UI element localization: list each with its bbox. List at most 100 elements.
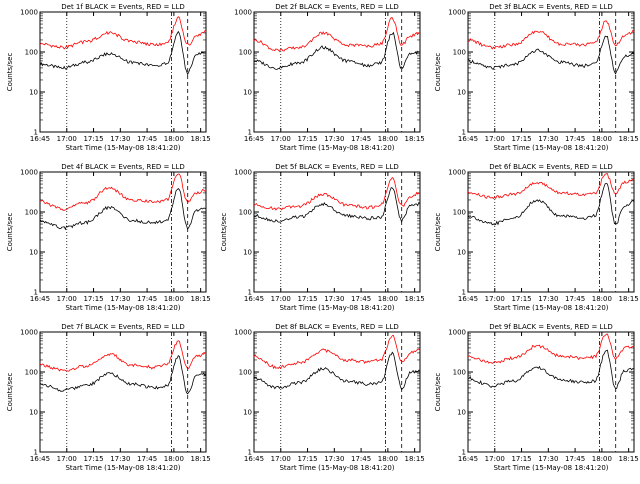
y-tick-label: 1000 bbox=[20, 329, 38, 337]
chart-panel-4: Det 4f BLACK = Events, RED = LLD 1 10 100 10… bbox=[6, 163, 211, 312]
chart-panel-1: Det 1f BLACK = Events, RED = LLD 1 10 100 10… bbox=[6, 3, 211, 152]
x-tick-label: 17:30 bbox=[538, 135, 558, 143]
x-tick-label: 17:30 bbox=[324, 135, 344, 143]
x-tick-label: 18:15 bbox=[619, 135, 639, 143]
y-tick-label: 1 bbox=[462, 129, 466, 137]
x-tick-label: 18:00 bbox=[378, 295, 398, 303]
x-tick-label: 16:45 bbox=[244, 135, 264, 143]
x-tick-label: 17:00 bbox=[271, 455, 291, 463]
x-tick-label: 18:15 bbox=[405, 135, 425, 143]
x-tick-label: 16:45 bbox=[30, 135, 50, 143]
x-tick-label: 18:00 bbox=[592, 295, 612, 303]
x-axis-label: Start Time (15-May-08 18:41:20) bbox=[493, 144, 608, 152]
y-tick-label: 1 bbox=[248, 449, 252, 457]
x-tick-label: 18:15 bbox=[191, 455, 211, 463]
x-axis-label: Start Time (15-May-08 18:41:20) bbox=[493, 464, 608, 472]
y-tick-label: 100 bbox=[453, 369, 466, 377]
x-tick-label: 18:00 bbox=[378, 135, 398, 143]
y-tick-label: 100 bbox=[239, 209, 252, 217]
x-tick-label: 17:30 bbox=[324, 455, 344, 463]
x-tick-label: 18:15 bbox=[405, 295, 425, 303]
x-tick-label: 17:15 bbox=[511, 295, 531, 303]
chart-panel-9: Det 9f BLACK = Events, RED = LLD 1 10 100 10… bbox=[434, 323, 639, 472]
x-tick-label: 18:15 bbox=[191, 135, 211, 143]
lld-series-line bbox=[467, 20, 635, 50]
y-tick-label: 10 bbox=[457, 249, 466, 257]
y-tick-label: 10 bbox=[29, 89, 38, 97]
x-tick-label: 17:45 bbox=[351, 455, 371, 463]
y-tick-label: 100 bbox=[453, 209, 466, 217]
y-axis-label: Counts/sec bbox=[6, 53, 14, 92]
x-tick-label: 17:15 bbox=[297, 135, 317, 143]
x-tick-label: 17:45 bbox=[137, 135, 157, 143]
y-tick-label: 10 bbox=[29, 409, 38, 417]
axes-frame bbox=[39, 11, 207, 133]
x-tick-label: 18:00 bbox=[164, 135, 184, 143]
y-tick-label: 10 bbox=[243, 249, 252, 257]
x-tick-label: 17:45 bbox=[351, 135, 371, 143]
axes-frame bbox=[253, 171, 421, 293]
x-tick-label: 17:45 bbox=[351, 295, 371, 303]
x-tick-label: 16:45 bbox=[244, 455, 264, 463]
x-axis-label: Start Time (15-May-08 18:41:20) bbox=[279, 464, 394, 472]
x-tick-label: 18:15 bbox=[405, 455, 425, 463]
x-axis-label: Start Time (15-May-08 18:41:20) bbox=[65, 144, 180, 152]
y-axis-label: Counts/sec bbox=[6, 213, 14, 252]
events-series-line bbox=[253, 31, 421, 70]
axes-frame bbox=[467, 11, 635, 133]
x-tick-label: 17:00 bbox=[57, 455, 77, 463]
chart-panel-3: Det 3f BLACK = Events, RED = LLD 1 10 100 10… bbox=[434, 3, 639, 152]
x-tick-label: 18:15 bbox=[619, 455, 639, 463]
x-tick-label: 17:00 bbox=[485, 455, 505, 463]
lld-series-line bbox=[467, 173, 635, 200]
x-tick-label: 18:00 bbox=[378, 455, 398, 463]
y-tick-label: 100 bbox=[453, 49, 466, 57]
x-tick-label: 17:00 bbox=[271, 295, 291, 303]
x-tick-label: 17:30 bbox=[110, 455, 130, 463]
x-tick-label: 17:45 bbox=[565, 135, 585, 143]
x-tick-label: 17:15 bbox=[83, 135, 103, 143]
axes-frame bbox=[253, 11, 421, 133]
y-tick-label: 10 bbox=[457, 409, 466, 417]
events-series-line bbox=[467, 349, 635, 389]
y-tick-label: 1 bbox=[34, 129, 38, 137]
y-tick-label: 10 bbox=[243, 409, 252, 417]
chart-title: Det 8f BLACK = Events, RED = LLD bbox=[275, 323, 398, 331]
y-tick-label: 1 bbox=[462, 449, 466, 457]
axes-frame bbox=[39, 171, 207, 293]
x-tick-label: 18:00 bbox=[164, 295, 184, 303]
events-series-line bbox=[39, 354, 207, 395]
events-series-line bbox=[39, 188, 207, 231]
x-tick-label: 17:15 bbox=[511, 135, 531, 143]
y-tick-label: 1000 bbox=[448, 329, 466, 337]
x-tick-label: 18:15 bbox=[619, 295, 639, 303]
x-tick-label: 16:45 bbox=[458, 455, 478, 463]
x-tick-label: 17:00 bbox=[485, 295, 505, 303]
lld-series-line bbox=[39, 340, 207, 372]
x-tick-label: 17:15 bbox=[297, 295, 317, 303]
x-tick-label: 17:15 bbox=[511, 455, 531, 463]
x-tick-label: 16:45 bbox=[30, 455, 50, 463]
x-tick-label: 17:45 bbox=[137, 295, 157, 303]
x-tick-label: 17:15 bbox=[297, 455, 317, 463]
x-tick-label: 17:45 bbox=[565, 295, 585, 303]
chart-title: Det 9f BLACK = Events, RED = LLD bbox=[489, 323, 612, 331]
y-tick-label: 100 bbox=[25, 209, 38, 217]
events-series-line bbox=[39, 30, 207, 76]
y-axis-label: Counts/sec bbox=[434, 373, 442, 412]
y-tick-label: 10 bbox=[457, 89, 466, 97]
x-tick-label: 18:00 bbox=[164, 455, 184, 463]
chart-panel-5: Det 5f BLACK = Events, RED = LLD 1 10 100 10… bbox=[220, 163, 425, 312]
x-tick-label: 18:00 bbox=[592, 135, 612, 143]
events-series-line bbox=[467, 182, 635, 226]
lld-series-line bbox=[39, 16, 207, 50]
lld-series-line bbox=[39, 173, 207, 211]
x-axis-label: Start Time (15-May-08 18:41:20) bbox=[279, 304, 394, 312]
x-tick-label: 17:00 bbox=[57, 135, 77, 143]
y-tick-label: 100 bbox=[239, 49, 252, 57]
x-tick-label: 16:45 bbox=[244, 295, 264, 303]
y-tick-label: 1 bbox=[34, 289, 38, 297]
chart-panel-8: Det 8f BLACK = Events, RED = LLD 1 10 100 10… bbox=[234, 323, 425, 472]
x-tick-label: 17:30 bbox=[110, 135, 130, 143]
